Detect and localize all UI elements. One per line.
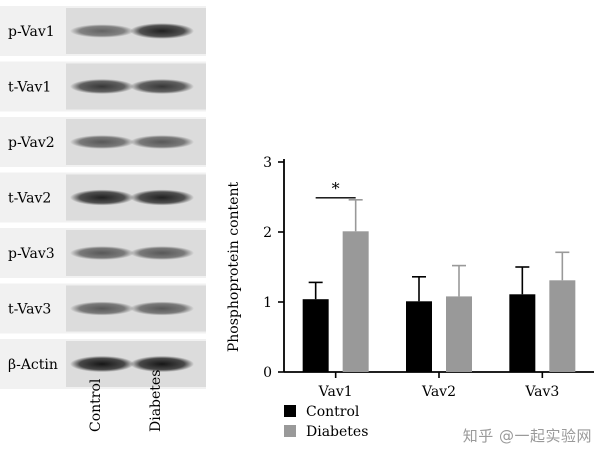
- blot-row: p-Vav1: [0, 6, 206, 56]
- bar: [302, 299, 329, 372]
- watermark: 知乎 @一起实验网: [462, 427, 592, 445]
- y-tick-label: 2: [263, 225, 272, 241]
- legend-label: Diabetes: [306, 424, 368, 440]
- blot-row: β-Actin: [0, 339, 206, 389]
- blot-band: [70, 189, 134, 206]
- blot-row-label: β-Actin: [8, 357, 58, 373]
- y-axis-label: Phosphoprotein content: [226, 182, 242, 353]
- blot-row-label: p-Vav1: [8, 24, 55, 40]
- blot-lane-label: Control: [88, 378, 104, 432]
- blot-band: [130, 355, 194, 373]
- x-tick-label: Vav2: [421, 384, 456, 400]
- x-tick-label: Vav1: [318, 384, 353, 400]
- significance-marker: *: [332, 179, 340, 198]
- bar: [509, 294, 536, 372]
- blot-row-label: t-Vav3: [8, 302, 51, 318]
- blot-band: [70, 79, 134, 94]
- bar: [406, 301, 432, 372]
- x-tick-label: Vav3: [524, 384, 559, 400]
- legend-swatch: [284, 425, 296, 437]
- blot-row-label: p-Vav3: [8, 246, 55, 262]
- bar: [342, 231, 369, 372]
- blot-band: [130, 135, 194, 149]
- blot-row-label: t-Vav1: [8, 80, 51, 96]
- blot-band: [70, 24, 134, 38]
- legend-label: Control: [306, 404, 360, 420]
- blot-row: t-Vav2: [0, 172, 206, 223]
- blot-band: [70, 135, 134, 149]
- bar: [549, 280, 576, 372]
- bar: [446, 296, 472, 372]
- y-tick-label: 0: [263, 365, 272, 381]
- blot-row-label: p-Vav2: [8, 135, 55, 151]
- blot-band: [70, 301, 134, 316]
- blot-band: [130, 79, 194, 94]
- blot-row: p-Vav2: [0, 117, 206, 167]
- blot-band: [70, 355, 134, 373]
- blot-row: p-Vav3: [0, 228, 206, 278]
- blot-row: t-Vav3: [0, 283, 206, 334]
- y-tick-label: 3: [263, 155, 272, 171]
- blot-lane-label: Diabetes: [148, 370, 164, 432]
- western-blot-panel: p-Vav1 t-Vav1 p-Vav2 t-Vav2 p-Vav3 t-Vav3 β-Ac…: [0, 6, 206, 432]
- blot-band: [130, 246, 194, 260]
- blot-band: [130, 23, 194, 39]
- y-tick-label: 1: [263, 295, 272, 311]
- legend-swatch: [284, 405, 296, 417]
- blot-band: [70, 246, 134, 260]
- bar-chart: 0 1 2 3 Phosphoprotein content Vav1 * Vav2 Vav3 C…: [226, 155, 594, 440]
- blot-row: t-Vav1: [0, 61, 206, 112]
- blot-band: [130, 189, 194, 206]
- blot-band: [130, 301, 194, 316]
- blot-row-label: t-Vav2: [8, 191, 51, 207]
